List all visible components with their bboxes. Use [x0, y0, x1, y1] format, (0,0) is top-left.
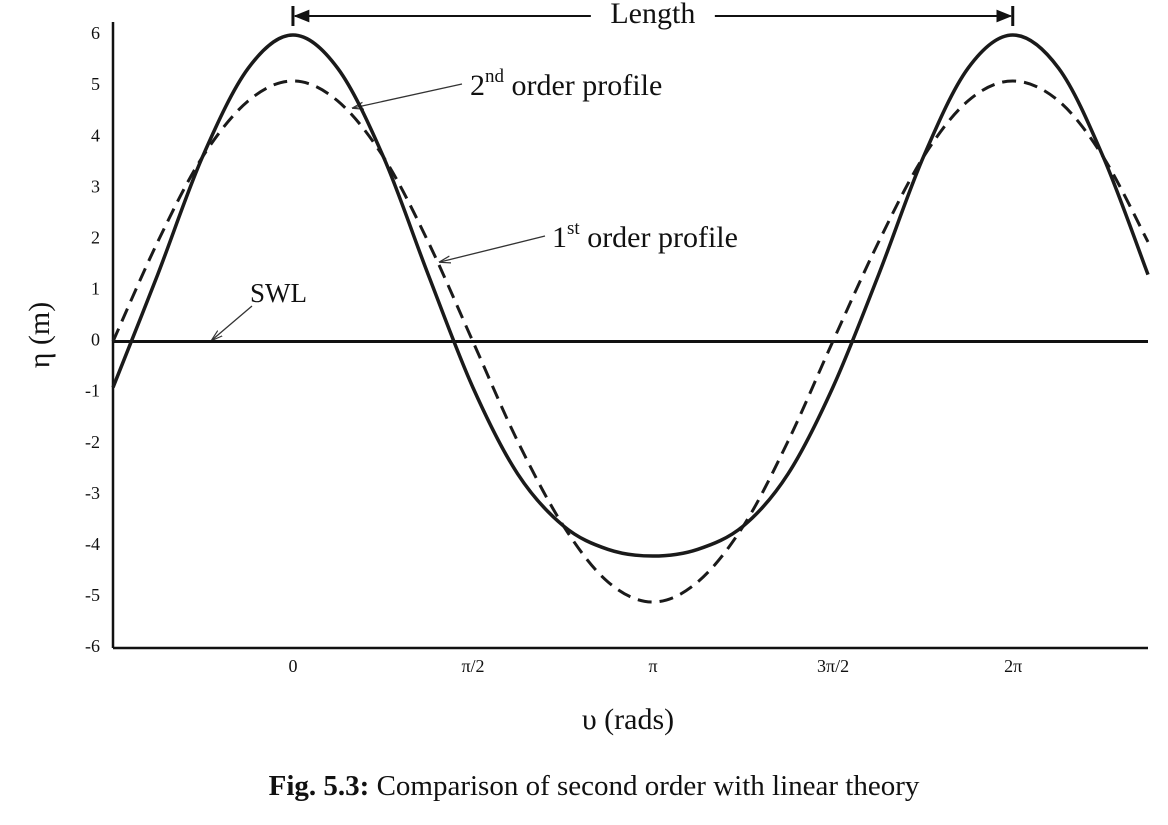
length-label: Length [610, 0, 695, 30]
annotation-sup: st [567, 218, 580, 239]
y-tick-label: -1 [85, 381, 100, 401]
caption-text: Comparison of second order with linear t… [369, 770, 920, 802]
annotation-part: order profile [504, 69, 662, 102]
x-tick-label: 2π [1004, 656, 1022, 676]
y-tick-label: -6 [85, 636, 100, 656]
caption-number: Fig. 5.3: [269, 770, 370, 802]
annotation-part: order profile [580, 221, 738, 254]
annotation-arrow [212, 305, 253, 340]
caption: Fig. 5.3: Comparison of second order wit… [269, 770, 920, 802]
annotation: 2nd order profile [470, 66, 662, 102]
series-line [111, 79, 1150, 604]
y-tick-label: -5 [85, 585, 100, 605]
y-tick-label: 3 [91, 176, 100, 196]
x-tick-label: 3π/2 [817, 656, 849, 676]
x-tick-label: π/2 [461, 656, 484, 676]
series-line [111, 33, 1150, 558]
y-tick-label: 1 [91, 279, 100, 299]
y-tick-label: -2 [85, 432, 100, 452]
annotation-arrow [440, 235, 546, 262]
x-axis-label: υ (rads) [582, 703, 674, 736]
annotation-part: 2 [470, 69, 485, 102]
y-tick-label: 5 [91, 74, 100, 94]
y-tick-label: 4 [91, 125, 100, 145]
y-tick-label: -4 [85, 534, 100, 554]
annotation-sup: nd [485, 66, 505, 87]
x-tick-label: π [648, 656, 657, 676]
y-tick-label: 2 [91, 227, 100, 247]
annotation: 1st order profile [552, 218, 738, 254]
annotation-part: 1 [552, 221, 567, 254]
y-axis-label: η (m) [23, 302, 56, 369]
y-tick-label: 0 [91, 330, 100, 350]
x-tick-label: 0 [288, 656, 297, 676]
y-tick-label: -3 [85, 483, 100, 503]
annotation: SWL [250, 278, 307, 308]
annotation-arrow [353, 83, 463, 108]
y-tick-label: 6 [91, 23, 100, 43]
